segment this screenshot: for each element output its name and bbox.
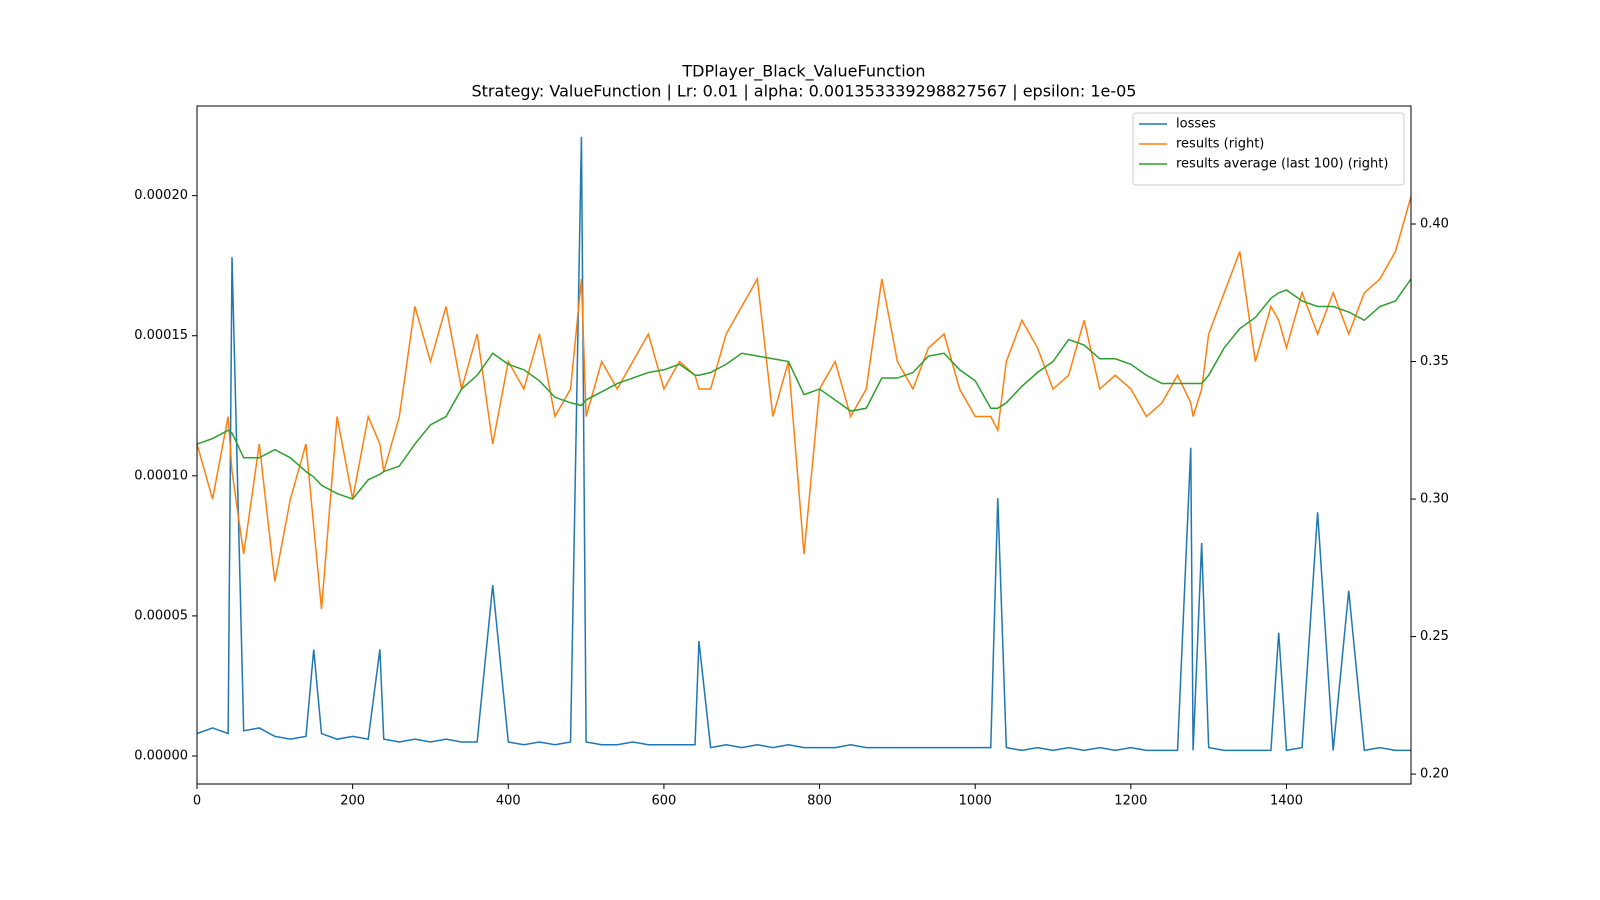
x-tick-label: 1400 [1270,794,1303,809]
y-tick-label: 0.00005 [134,608,188,623]
y2-tick-label: 0.30 [1420,492,1449,507]
x-tick-label: 1200 [1114,794,1147,809]
y2-tick-label: 0.35 [1420,354,1449,369]
x-tick-label: 0 [193,794,201,809]
x-tick-label: 800 [807,794,832,809]
series-line [197,136,1411,752]
x-tick-label: 200 [340,794,365,809]
series-line [197,196,1411,610]
legend-box [1132,112,1405,186]
x-tick-label: 1000 [959,794,992,809]
y-tick-label: 0.00015 [134,328,188,343]
y-tick-label: 0.00000 [134,748,188,763]
y2-tick-label: 0.25 [1420,629,1449,644]
series-line [197,278,1411,500]
plot-frame [196,105,1412,785]
x-tick-label: 400 [496,794,521,809]
chart-title: TDPlayer_Black_ValueFunction [681,62,925,82]
legend-label: losses [1176,117,1216,132]
legend-label: results average (last 100) (right) [1176,157,1388,172]
y-tick-label: 0.00010 [134,468,188,483]
chart-subtitle: Strategy: ValueFunction | Lr: 0.01 | alp… [472,82,1137,101]
y2-tick-label: 0.20 [1420,767,1449,782]
x-tick-label: 600 [652,794,677,809]
legend-label: results (right) [1176,137,1264,152]
y-tick-label: 0.00020 [134,188,188,203]
y2-tick-label: 0.40 [1420,216,1449,231]
